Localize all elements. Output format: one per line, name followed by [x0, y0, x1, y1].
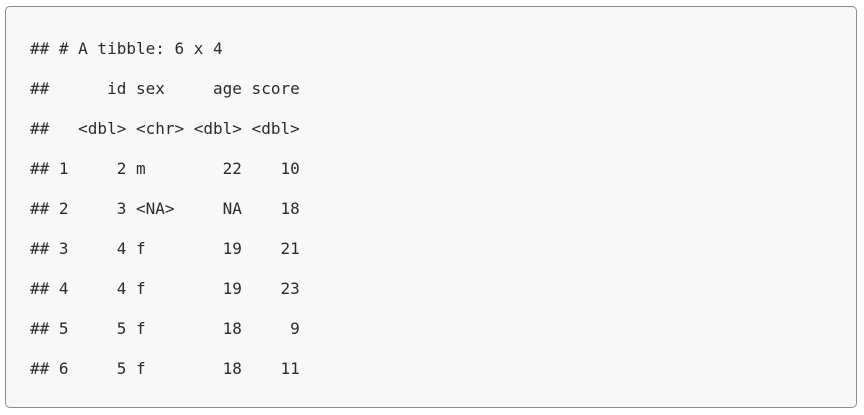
table-row: ## 3 4 f 19 21	[30, 239, 300, 258]
tibble-header-line: ## # A tibble: 6 x 4	[30, 39, 223, 58]
tibble-output: ## # A tibble: 6 x 4 ## id sex age score…	[30, 29, 300, 389]
table-row: ## 6 5 f 18 11	[30, 359, 300, 378]
table-row: ## 2 3 <NA> NA 18	[30, 199, 300, 218]
column-types-line: ## <dbl> <chr> <dbl> <dbl>	[30, 119, 300, 138]
table-row: ## 5 5 f 18 9	[30, 319, 300, 338]
console-output-block: ## # A tibble: 6 x 4 ## id sex age score…	[5, 6, 857, 408]
column-names-line: ## id sex age score	[30, 79, 300, 98]
table-row: ## 4 4 f 19 23	[30, 279, 300, 298]
table-row: ## 1 2 m 22 10	[30, 159, 300, 178]
